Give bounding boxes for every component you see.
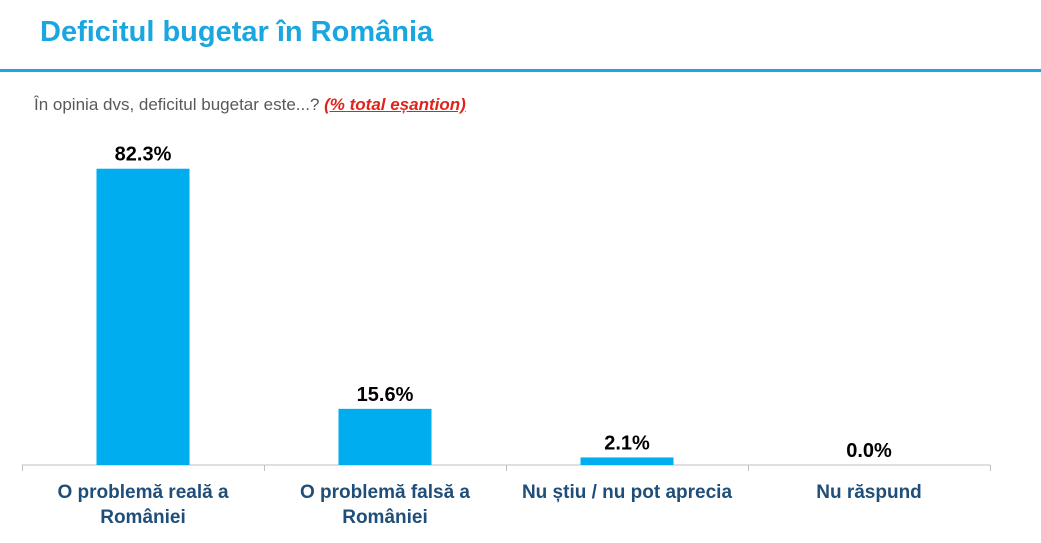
chart-subtitle: În opinia dvs, deficitul bugetar este...… xyxy=(34,95,466,115)
subtitle-question: În opinia dvs, deficitul bugetar este...… xyxy=(34,95,325,114)
title-divider xyxy=(0,69,1041,72)
subtitle-note: (% total eșantion) xyxy=(324,95,466,114)
category-label: O problemă falsă a României xyxy=(299,482,470,528)
category-label: O problemă reală a României xyxy=(57,482,229,528)
data-label: 82.3% xyxy=(115,144,172,166)
data-label: 15.6% xyxy=(357,384,414,406)
category-label: Nu știu / nu pot aprecia xyxy=(521,482,733,503)
bar xyxy=(338,408,432,465)
bar xyxy=(96,168,190,465)
data-label: 0.0% xyxy=(846,440,892,462)
data-label: 2.1% xyxy=(604,432,650,454)
category-label: Nu răspund xyxy=(816,482,922,503)
page-title: Deficitul bugetar în România xyxy=(40,16,434,48)
bar xyxy=(580,457,674,465)
